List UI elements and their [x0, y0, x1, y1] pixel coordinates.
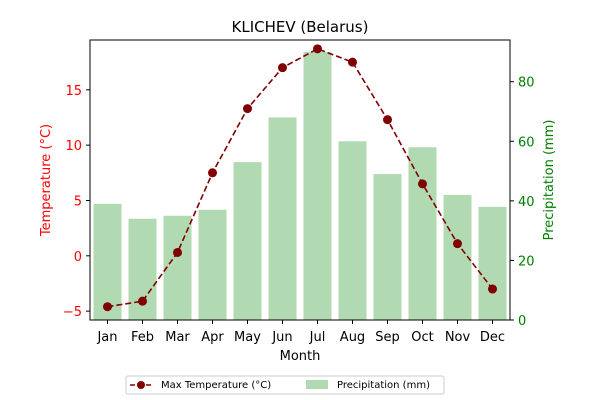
x-axis-ticks: Jan Feb Mar Apr May Jun Jul Aug Sep Oct Nov Dec: [96, 320, 505, 345]
temperature-point: [138, 296, 147, 306]
temperature-point: [453, 239, 462, 249]
temperature-point: [173, 247, 182, 257]
left-tick-label: 5: [74, 194, 82, 209]
x-tick-label: Aug: [340, 330, 365, 345]
left-tick-label: 0: [74, 250, 82, 265]
legend-bar-swatch: [306, 380, 328, 389]
temperature-point: [383, 115, 392, 125]
right-tick-label: 40: [518, 195, 535, 210]
left-tick-label: 10: [65, 139, 82, 154]
legend-line-marker: [137, 381, 145, 389]
legend-box: [125, 375, 445, 395]
precipitation-bar: [408, 147, 437, 320]
x-tick-label: May: [234, 330, 261, 345]
legend: Max Temperature (°C) Precipitation (mm): [125, 375, 445, 395]
x-tick-label: Jan: [96, 330, 117, 345]
precipitation-bar: [443, 194, 472, 320]
x-tick-label: Dec: [480, 330, 505, 345]
right-tick-label: 0: [518, 314, 526, 329]
x-tick-label: Nov: [445, 330, 471, 345]
plot-frame: [89, 39, 511, 321]
x-axis-title: Month: [280, 349, 321, 364]
precipitation-bar: [233, 162, 262, 320]
legend-label-precipitation: Precipitation (mm): [337, 380, 430, 391]
left-tick-label: 15: [65, 84, 82, 99]
right-tick-label: 80: [518, 76, 535, 91]
precipitation-bar: [303, 51, 332, 321]
precipitation-bar: [373, 174, 402, 320]
x-tick-label: Oct: [411, 330, 433, 345]
left-tick-label: −5: [63, 305, 82, 320]
right-tick-label: 20: [518, 254, 535, 269]
right-axis-title: Precipitation (mm): [542, 120, 557, 241]
precipitation-bar: [338, 141, 367, 320]
temperature-point: [208, 168, 217, 178]
precipitation-bar: [268, 117, 297, 320]
temperature-series-line: [107, 47, 494, 308]
precipitation-bar: [163, 215, 192, 320]
temperature-point: [488, 284, 497, 294]
temperature-line: [103, 44, 497, 312]
temperature-point: [313, 44, 322, 54]
temperature-point: [418, 179, 427, 189]
precipitation-bar: [478, 206, 507, 320]
precipitation-bar: [93, 203, 122, 320]
temperature-point: [278, 63, 287, 73]
chart-title: KLICHEV (Belarus): [232, 18, 369, 36]
x-tick-label: Mar: [165, 330, 190, 345]
x-tick-label: Jul: [309, 330, 326, 345]
temperature-point: [103, 302, 112, 312]
x-tick-label: Sep: [375, 330, 400, 345]
precipitation-bar: [198, 209, 227, 320]
temperature-point: [243, 104, 252, 114]
x-tick-label: Feb: [131, 330, 154, 345]
right-axis-ticks: 0 20 40 60 80: [510, 76, 535, 329]
right-tick-label: 60: [518, 135, 535, 150]
legend-label-temperature: Max Temperature (°C): [161, 380, 271, 391]
x-tick-label: Jun: [271, 330, 292, 345]
temperature-point: [348, 57, 357, 67]
x-tick-label: Apr: [201, 330, 224, 345]
precipitation-bars: [93, 51, 507, 321]
left-axis-title: Temperature (°C): [39, 124, 54, 237]
left-axis-ticks: −5 0 5 10 15: [63, 84, 90, 320]
